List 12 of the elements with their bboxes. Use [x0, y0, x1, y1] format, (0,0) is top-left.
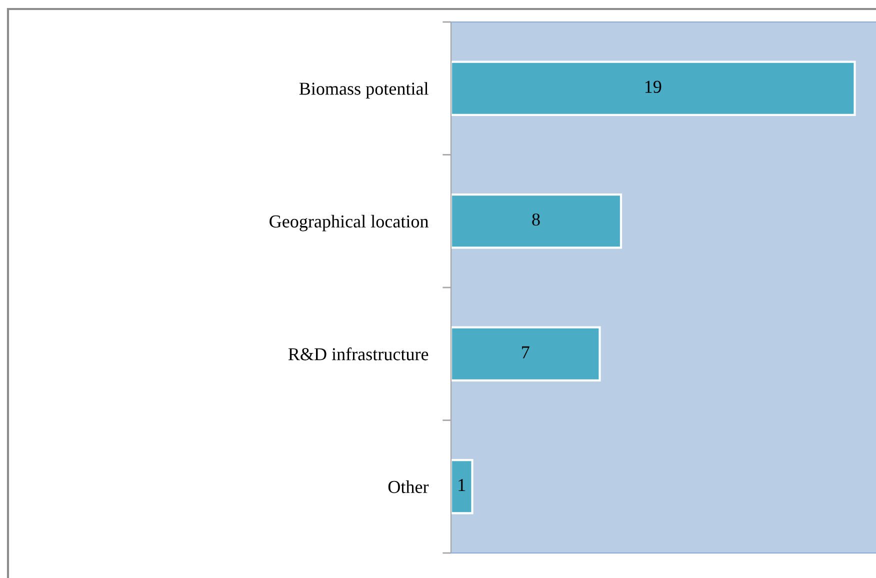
data-label: 7 [522, 346, 530, 358]
y-tick-label: R&D infrastructure [288, 347, 428, 360]
bar [451, 459, 474, 514]
y-tick-label: Biomass potential [299, 82, 428, 98]
bar [451, 194, 622, 249]
y-tick-label: Other [388, 480, 429, 494]
data-label: 1 [458, 479, 466, 491]
bar [451, 60, 856, 116]
y-tick-label: Geographical location [270, 214, 428, 232]
data-label: 19 [645, 80, 662, 93]
bar [451, 326, 601, 382]
data-label: 8 [532, 213, 540, 226]
